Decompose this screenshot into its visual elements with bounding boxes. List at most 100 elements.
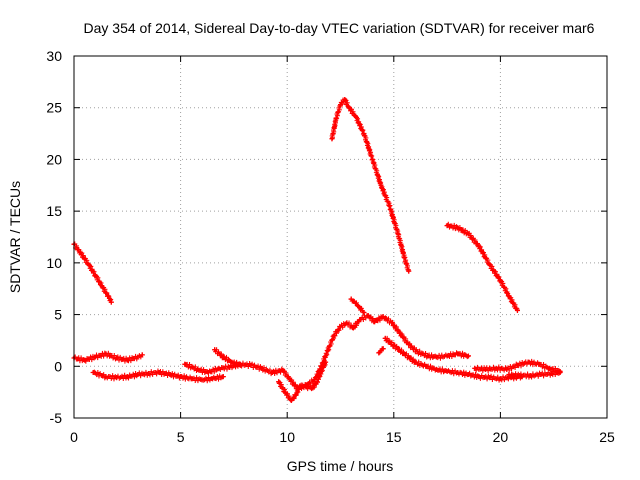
data-point <box>433 354 439 360</box>
data-point <box>331 332 337 338</box>
data-point <box>146 371 152 377</box>
data-point <box>314 379 320 385</box>
data-point <box>108 299 114 305</box>
data-point <box>465 231 471 237</box>
data-point <box>557 369 563 375</box>
data-point <box>105 293 111 299</box>
data-point <box>124 357 130 363</box>
data-point <box>338 102 343 108</box>
data-point <box>276 379 282 385</box>
data-point <box>344 320 350 326</box>
data-point <box>310 385 316 391</box>
data-point <box>323 359 329 365</box>
y-axis-label: SDTVAR / TECUs <box>7 181 23 293</box>
data-point <box>487 262 493 268</box>
data-layer <box>71 96 563 403</box>
x-axis-label: GPS time / hours <box>287 458 394 474</box>
series-track-g <box>276 359 329 403</box>
data-point <box>455 351 461 357</box>
data-point <box>380 346 386 352</box>
data-point <box>433 366 439 372</box>
data-point <box>237 362 243 368</box>
data-point <box>352 113 358 119</box>
data-point <box>350 325 356 331</box>
series-track-d <box>71 350 145 364</box>
x-tick-label: 15 <box>386 429 402 445</box>
data-point <box>546 365 552 371</box>
y-tick-label: 25 <box>46 100 62 116</box>
data-point <box>497 376 503 382</box>
data-point <box>346 105 352 111</box>
data-point <box>504 366 510 372</box>
data-point <box>156 369 162 375</box>
data-point <box>114 375 120 381</box>
data-point <box>412 359 418 365</box>
data-point <box>482 366 488 372</box>
data-point <box>103 351 109 357</box>
series-track-h <box>212 347 243 368</box>
data-point <box>216 365 222 371</box>
data-point <box>103 374 109 380</box>
x-tick-label: 10 <box>279 429 295 445</box>
data-point <box>178 374 184 380</box>
data-point <box>182 361 188 367</box>
data-point <box>210 376 216 382</box>
data-point <box>357 304 363 310</box>
data-point <box>395 231 401 237</box>
series-track-m <box>376 346 386 356</box>
series-track-l <box>348 296 367 316</box>
data-point <box>220 374 226 380</box>
data-point <box>369 156 375 162</box>
data-point <box>372 319 378 325</box>
data-point <box>472 365 478 371</box>
data-point <box>487 375 493 381</box>
data-point <box>465 353 471 359</box>
data-point <box>444 353 450 359</box>
data-point <box>318 368 324 374</box>
data-point <box>195 366 201 372</box>
data-point <box>425 353 431 359</box>
data-point <box>269 369 275 375</box>
data-point <box>227 364 233 370</box>
data-point <box>514 362 520 368</box>
data-point <box>303 384 309 390</box>
data-point <box>361 131 367 137</box>
data-point <box>82 357 88 363</box>
data-point <box>444 223 450 229</box>
data-point <box>506 372 512 378</box>
data-point <box>199 377 205 383</box>
data-point <box>525 359 531 365</box>
data-point <box>325 348 331 354</box>
data-point <box>401 351 407 357</box>
data-point <box>406 268 412 274</box>
data-point <box>549 371 555 377</box>
data-point <box>259 365 265 371</box>
data-point <box>357 317 363 323</box>
data-point <box>517 373 523 379</box>
data-point <box>514 307 520 313</box>
y-tick-label: 0 <box>54 358 62 374</box>
data-point <box>297 383 303 389</box>
data-point <box>493 365 499 371</box>
data-point <box>476 243 482 249</box>
data-point <box>455 225 461 231</box>
data-point <box>167 372 173 378</box>
chart-title: Day 354 of 2014, Sidereal Day-to-day VTE… <box>84 20 595 36</box>
data-point <box>220 354 226 360</box>
data-point <box>352 300 358 306</box>
data-point <box>86 262 92 268</box>
y-tick-label: -5 <box>50 410 63 426</box>
data-point <box>248 362 254 368</box>
data-point <box>527 373 533 379</box>
x-tick-label: 5 <box>177 429 185 445</box>
y-tick-label: 30 <box>46 48 62 64</box>
data-point <box>414 349 420 355</box>
series-track-e <box>90 368 226 384</box>
data-point <box>280 367 286 373</box>
data-point <box>406 342 412 348</box>
x-tick-label: 20 <box>493 429 509 445</box>
y-tick-label: 5 <box>54 307 62 323</box>
x-tick-label: 0 <box>70 429 78 445</box>
y-tick-label: 15 <box>46 203 62 219</box>
series-track-b <box>329 96 412 274</box>
